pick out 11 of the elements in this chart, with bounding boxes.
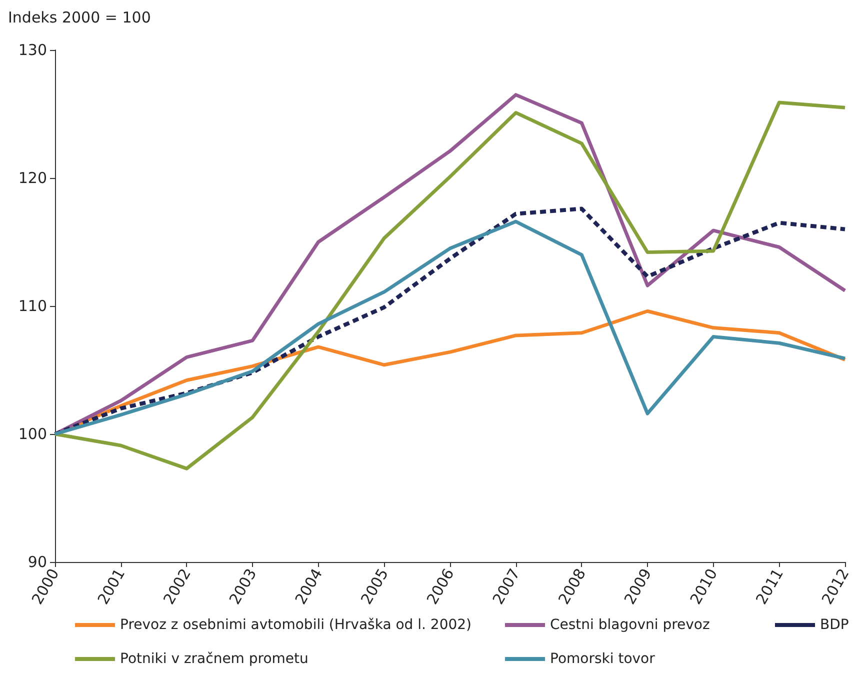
legend-label: Pomorski tovor	[550, 651, 656, 667]
legend-label: Potniki v zračnem prometu	[120, 651, 308, 667]
legend-label: Cestni blagovni prevoz	[550, 617, 710, 633]
y-axis-title: Indeks 2000 = 100	[8, 8, 151, 26]
legend-label: Prevoz z osebnimi avtomobili (Hrvaška od l. 2002)	[120, 617, 472, 633]
y-tick-label: 110	[18, 297, 47, 315]
y-tick-label: 100	[18, 425, 47, 443]
legend-label: BDP	[820, 617, 849, 633]
y-tick-label: 90	[28, 553, 47, 571]
y-tick-label: 130	[18, 41, 47, 59]
y-tick-label: 120	[18, 169, 47, 187]
